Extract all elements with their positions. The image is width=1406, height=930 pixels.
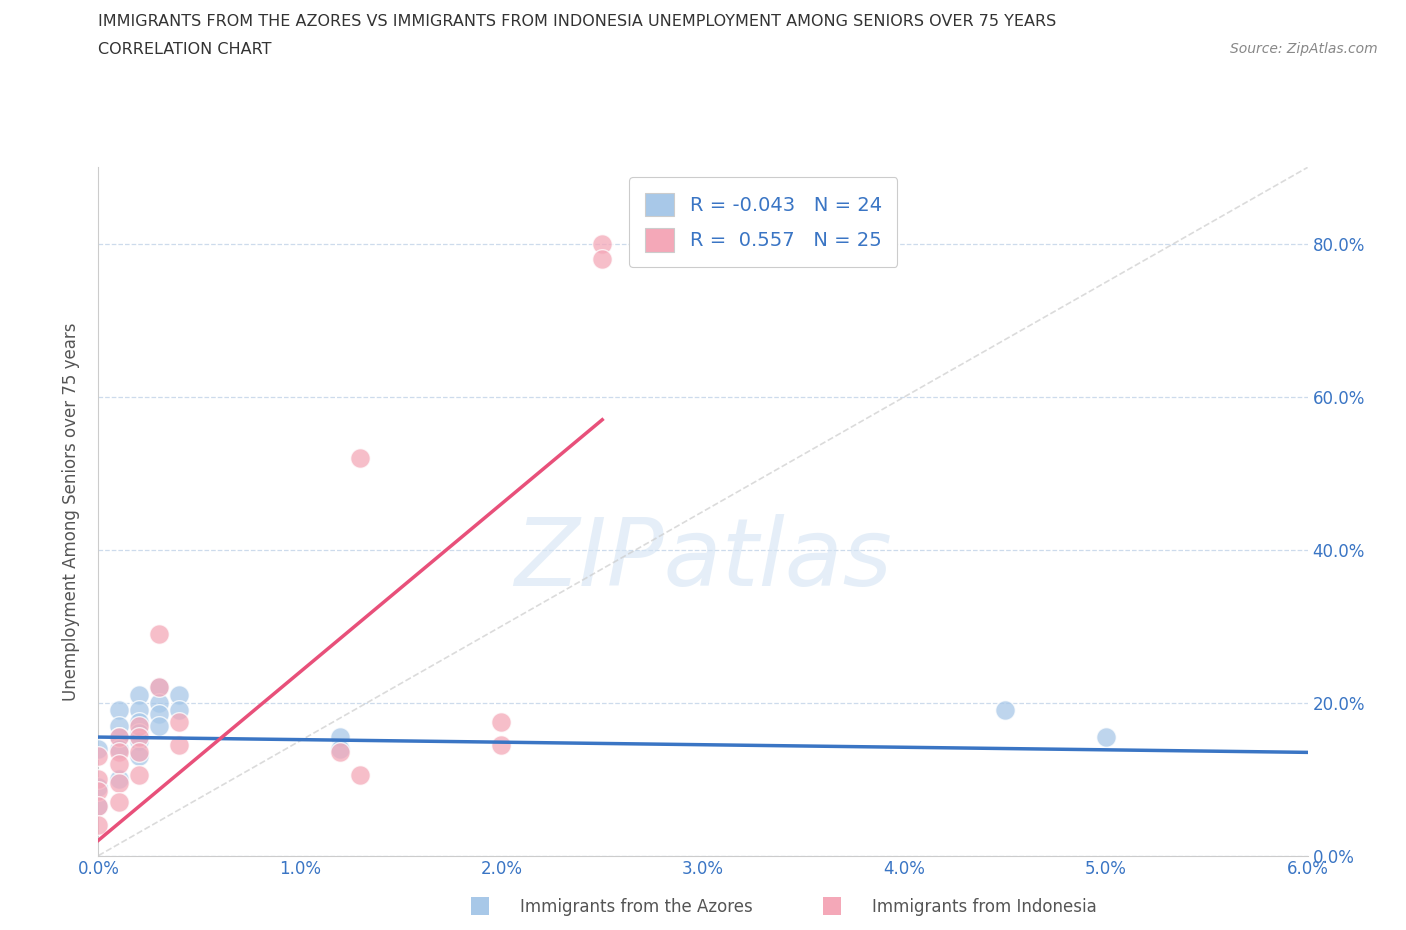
Point: [1095, 730, 1118, 745]
Point: [107, 730, 129, 745]
Point: [128, 703, 150, 718]
Point: [329, 730, 352, 745]
Point: [148, 696, 170, 711]
Y-axis label: Unemployment Among Seniors over 75 years: Unemployment Among Seniors over 75 years: [62, 323, 80, 700]
Text: Immigrants from Indonesia: Immigrants from Indonesia: [872, 897, 1097, 916]
Point: [349, 450, 371, 465]
Point: [167, 737, 190, 752]
Text: Immigrants from the Azores: Immigrants from the Azores: [520, 897, 754, 916]
Point: [87, 772, 110, 787]
Point: [87, 741, 110, 756]
Point: [128, 730, 150, 745]
Point: [491, 737, 513, 752]
Point: [128, 714, 150, 729]
Point: [329, 745, 352, 760]
Point: [491, 714, 513, 729]
Point: [167, 687, 190, 702]
Point: [107, 776, 129, 790]
Point: [167, 714, 190, 729]
Point: [107, 756, 129, 771]
Point: [148, 680, 170, 695]
Point: [128, 725, 150, 740]
Point: [107, 745, 129, 760]
Text: Source: ZipAtlas.com: Source: ZipAtlas.com: [1230, 42, 1378, 56]
Text: ZIPatlas: ZIPatlas: [515, 514, 891, 605]
Point: [591, 252, 613, 267]
Point: [148, 680, 170, 695]
Point: [329, 741, 352, 756]
Point: [107, 730, 129, 745]
Point: [148, 627, 170, 642]
Point: [87, 799, 110, 814]
Point: [128, 745, 150, 760]
Point: [87, 783, 110, 798]
Point: [107, 772, 129, 787]
Point: [128, 734, 150, 749]
Point: [87, 779, 110, 794]
Point: [148, 707, 170, 722]
Point: [349, 768, 371, 783]
Point: [107, 718, 129, 733]
Point: [128, 768, 150, 783]
Point: [167, 703, 190, 718]
Text: CORRELATION CHART: CORRELATION CHART: [98, 42, 271, 57]
Point: [87, 799, 110, 814]
Point: [107, 794, 129, 809]
Point: [87, 817, 110, 832]
Point: [128, 718, 150, 733]
Point: [591, 236, 613, 251]
Point: [107, 703, 129, 718]
Point: [107, 741, 129, 756]
Point: [148, 718, 170, 733]
Point: [128, 687, 150, 702]
Legend: R = -0.043   N = 24, R =  0.557   N = 25: R = -0.043 N = 24, R = 0.557 N = 25: [630, 177, 897, 267]
Point: [994, 703, 1017, 718]
Point: [87, 749, 110, 764]
Text: IMMIGRANTS FROM THE AZORES VS IMMIGRANTS FROM INDONESIA UNEMPLOYMENT AMONG SENIO: IMMIGRANTS FROM THE AZORES VS IMMIGRANTS…: [98, 14, 1057, 29]
Point: [128, 749, 150, 764]
